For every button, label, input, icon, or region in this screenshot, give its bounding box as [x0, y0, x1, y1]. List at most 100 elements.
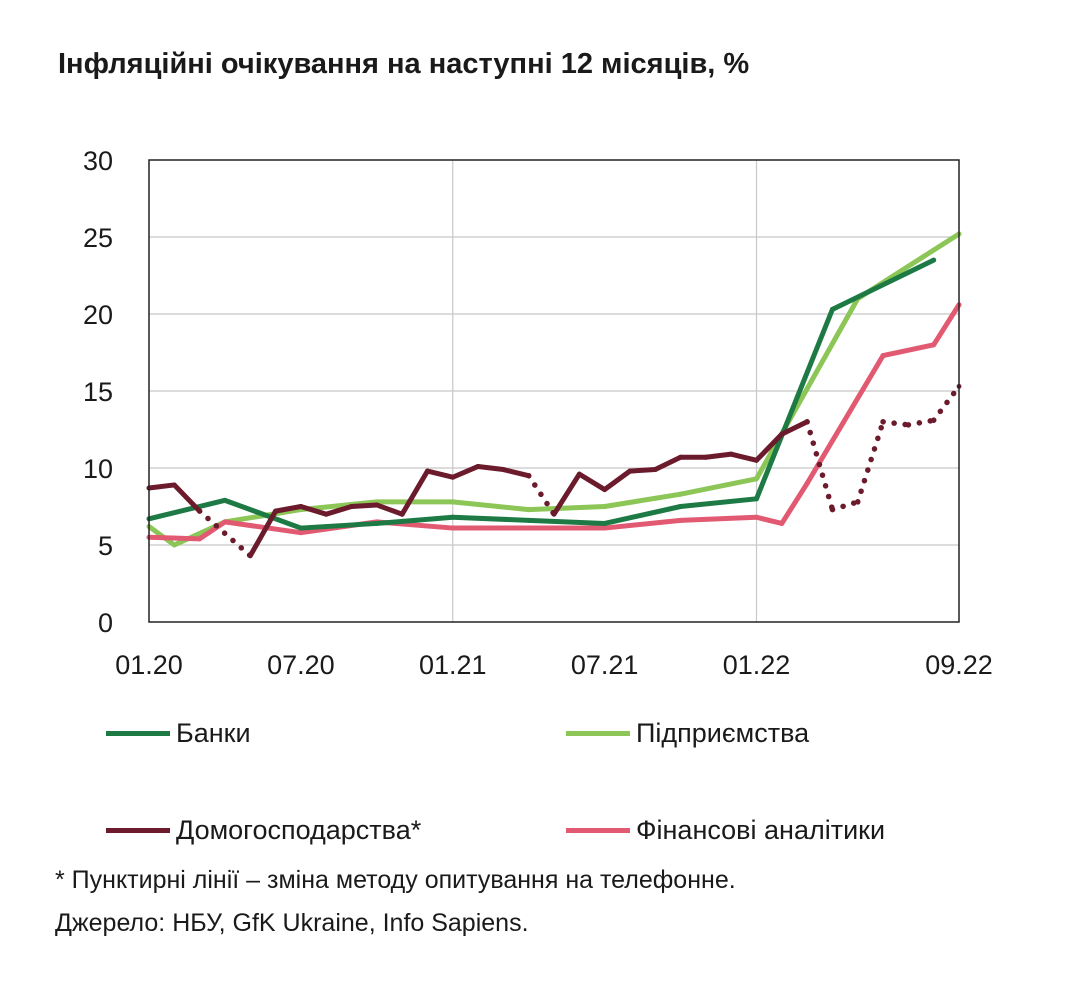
series-segment-households	[602, 468, 633, 493]
data-point-households	[475, 464, 481, 469]
series-segment-households	[779, 419, 810, 437]
data-point-enterprises	[678, 491, 683, 497]
series-segment-households	[399, 468, 430, 517]
data-point-enterprises	[450, 499, 456, 505]
series-segment-households	[374, 502, 405, 517]
series-segment-households	[829, 499, 861, 513]
data-point-banks	[678, 504, 683, 509]
series-segment-households	[196, 508, 253, 559]
data-point-households	[323, 511, 329, 517]
data-point-households	[197, 508, 203, 514]
data-point-households	[703, 454, 709, 460]
legend-label-households: Домогосподарства*	[176, 815, 422, 845]
series-segment-banks	[298, 520, 380, 531]
series-segment-households	[930, 383, 962, 424]
series-segment-households	[298, 504, 329, 517]
legend-label-analysts: Фінансові аналітики	[636, 815, 886, 845]
data-point-households	[526, 473, 532, 479]
series-segment-banks	[754, 306, 835, 502]
series-segment-enterprises	[450, 499, 532, 513]
data-point-households	[905, 422, 911, 428]
series-segment-enterprises	[526, 504, 608, 513]
series-segment-banks	[678, 496, 759, 509]
x-tick-label: 01.20	[115, 650, 183, 680]
data-point-households	[931, 417, 937, 423]
series-segment-households	[146, 482, 177, 491]
series-segment-enterprises	[754, 296, 861, 482]
series-segment-households	[349, 502, 380, 509]
series-segment-households	[905, 417, 937, 428]
series-segment-households	[171, 482, 203, 514]
series-segment-analysts	[602, 517, 684, 531]
plot-frame	[148, 159, 960, 623]
series-segment-banks	[374, 514, 456, 526]
x-tick-label: 01.22	[723, 650, 791, 680]
data-point-households	[652, 467, 658, 472]
data-point-banks	[526, 517, 532, 523]
data-point-households	[678, 454, 683, 460]
data-point-households	[728, 451, 734, 457]
data-point-analysts	[880, 353, 886, 358]
series-segment-households	[247, 508, 279, 559]
y-tick-label: 30	[83, 146, 113, 176]
data-point-households	[374, 502, 380, 508]
data-point-households	[500, 467, 506, 472]
legend-item-households: Домогосподарства*	[106, 815, 421, 846]
data-point-banks	[298, 525, 304, 531]
data-point-households	[855, 499, 861, 505]
y-tick-label: 10	[83, 454, 113, 484]
data-point-enterprises	[171, 542, 177, 548]
data-point-households	[450, 474, 456, 480]
legend-item-analysts: Фінансові аналітики	[566, 815, 885, 846]
series-segment-households	[525, 472, 557, 517]
data-point-households	[399, 511, 405, 517]
series-segment-households	[500, 467, 532, 479]
series-segment-analysts	[931, 302, 962, 348]
y-tick-label: 0	[98, 608, 113, 638]
y-tick-label: 25	[83, 223, 113, 253]
series-segment-households	[576, 471, 608, 493]
x-tick-label: 09.22	[925, 650, 993, 680]
data-point-analysts	[298, 530, 304, 536]
data-point-households	[171, 482, 177, 488]
data-point-households	[880, 419, 886, 425]
data-point-banks	[222, 497, 228, 503]
data-point-households	[576, 471, 582, 477]
data-point-analysts	[779, 521, 785, 526]
series-segment-households	[728, 451, 759, 463]
data-point-banks	[602, 521, 608, 526]
series-segment-analysts	[146, 534, 203, 542]
data-point-banks	[931, 257, 937, 263]
series-segment-banks	[526, 517, 608, 526]
data-point-households	[830, 507, 835, 512]
data-point-analysts	[602, 525, 608, 531]
data-point-households	[627, 468, 633, 474]
series-segment-households	[475, 463, 506, 473]
series-segment-households	[627, 467, 658, 474]
footnote: * Пунктирні лінії – зміна методу опитува…	[55, 866, 736, 894]
series-segment-households	[450, 463, 481, 480]
data-point-enterprises	[754, 476, 759, 482]
data-point-households	[425, 468, 430, 474]
legend-swatch-enterprises	[566, 731, 630, 736]
data-point-analysts	[754, 514, 759, 520]
series-segment-analysts	[754, 514, 785, 526]
legend-item-banks: Банки	[106, 718, 251, 749]
data-point-analysts	[804, 481, 810, 486]
series-segment-households	[424, 468, 456, 480]
legend-swatch-banks	[106, 731, 170, 736]
data-point-analysts	[678, 517, 683, 523]
series-segment-households	[652, 454, 684, 473]
series-segment-households	[880, 419, 912, 428]
series-segment-enterprises	[602, 491, 684, 509]
series-segment-households	[855, 419, 886, 505]
data-point-banks	[754, 496, 759, 502]
data-point-analysts	[450, 525, 456, 531]
data-point-households	[804, 419, 810, 425]
data-point-analysts	[931, 342, 937, 348]
series-segment-banks	[602, 504, 684, 526]
data-point-households	[551, 511, 557, 517]
y-axis-ticks: 0 5 10 15 20 25 30	[83, 146, 113, 638]
series-segment-analysts	[880, 342, 937, 359]
data-point-households	[779, 431, 785, 437]
